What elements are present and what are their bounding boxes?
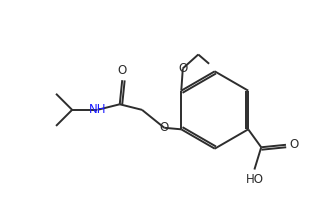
Text: O: O [160, 121, 169, 134]
Text: O: O [290, 138, 299, 151]
Text: O: O [178, 62, 188, 75]
Text: HO: HO [246, 173, 263, 186]
Text: NH: NH [89, 103, 106, 116]
Text: O: O [118, 64, 127, 77]
